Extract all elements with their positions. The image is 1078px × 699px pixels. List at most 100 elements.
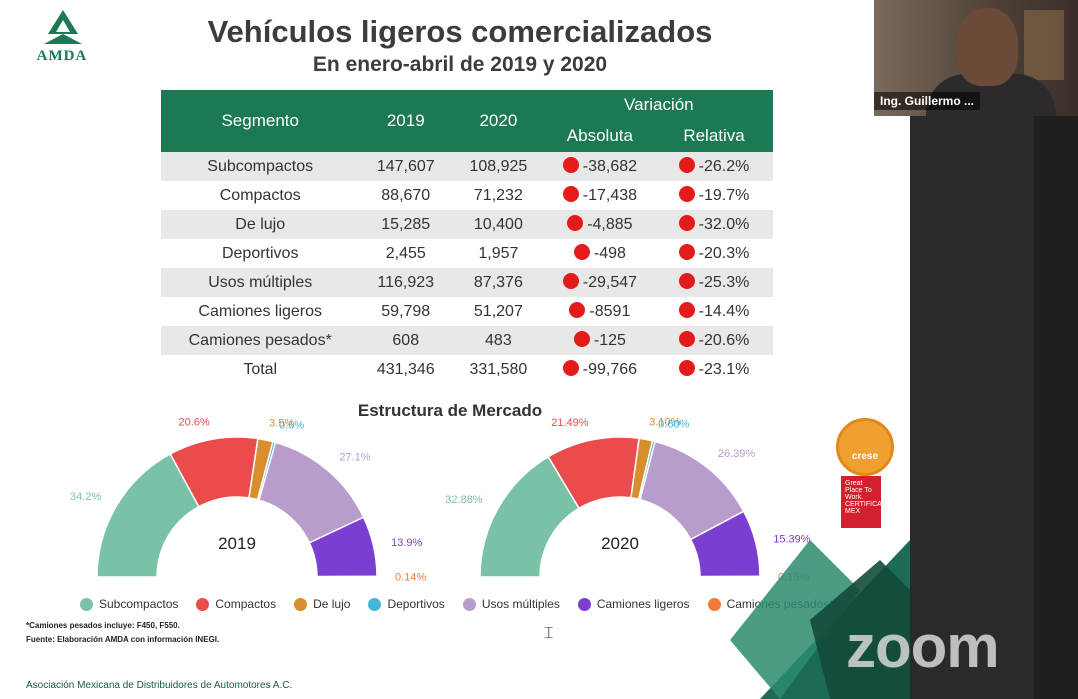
relative-cell-text: -19.7% [698, 187, 750, 204]
segment-cell: Camiones pesados* [161, 326, 360, 355]
table-row: Camiones ligeros 59,798 51,207 -8591 -14.4% [161, 297, 773, 326]
absolute-cell-text: -17,438 [582, 187, 638, 204]
chart-year-label: 2020 [601, 534, 639, 553]
absolute-cell: -4,885 [544, 210, 656, 239]
absolute-cell-text: -29,547 [582, 274, 638, 291]
legend-swatch-icon [368, 597, 382, 611]
segment-cell: Deportivos [161, 239, 360, 268]
legend-label: Compactos [215, 597, 277, 611]
value-2019-cell: 88,670 [359, 181, 453, 210]
legend-label: Deportivos [387, 597, 445, 611]
text-cursor-icon: ⌶ [544, 625, 554, 642]
segment-cell: Compactos [161, 181, 360, 210]
relative-cell: -32.0% [655, 210, 773, 239]
legend-item: Deportivos [368, 597, 445, 611]
legend-label: Camiones ligeros [596, 597, 690, 611]
slice-label: 0.14% [395, 572, 426, 584]
amda-logo-text: AMDA [36, 48, 88, 64]
presenter-name: Ing. Guillermo ... [874, 92, 981, 110]
relative-cell-text: -26.2% [698, 158, 750, 175]
absolute-cell-text: -4,885 [587, 216, 633, 233]
value-2019-cell: 147,607 [359, 152, 453, 181]
crese-badge: crese [836, 418, 894, 476]
video-shelf [1024, 10, 1064, 80]
chart-year-label: 2019 [218, 534, 256, 553]
status-dot-icon [562, 273, 579, 289]
slice-label: 21.49% [551, 417, 589, 429]
slice-label: 27.1% [339, 452, 370, 464]
status-dot-icon [678, 273, 695, 289]
absolute-cell-text: -125 [593, 332, 626, 349]
slice-label: 13.9% [391, 537, 422, 549]
absolute-cell-text: -99,766 [582, 361, 638, 378]
absolute-cell: -17,438 [544, 181, 656, 210]
absolute-cell: -125 [544, 326, 656, 355]
legend-item: Compactos [196, 597, 276, 611]
legend-label: Usos múltiples [481, 597, 560, 611]
segment-cell: Usos múltiples [161, 268, 360, 297]
slide-subtitle: En enero-abril de 2019 y 2020 [312, 53, 608, 76]
status-dot-icon [573, 331, 590, 347]
value-2020-cell: 1,957 [452, 239, 545, 268]
zoom-watermark: zoom [846, 613, 1000, 680]
legend-item: Usos múltiples [462, 597, 560, 611]
absolute-cell: -8591 [544, 297, 656, 326]
legend-swatch-icon [462, 597, 476, 611]
table-row: Total 431,346 331,580 -99,766 -23.1% [161, 355, 773, 384]
status-dot-icon [562, 360, 579, 376]
slice-label: 0.60% [658, 419, 689, 431]
slice-label: 15.39% [773, 533, 811, 545]
relative-cell: -20.6% [655, 326, 773, 355]
table-row: Usos múltiples 116,923 87,376 -29,547 -25.3% [161, 268, 773, 297]
legend-label: De lujo [313, 597, 351, 611]
donut-slice [316, 575, 378, 578]
legend-swatch-icon [707, 597, 721, 611]
slice-label: 3.5% [269, 417, 294, 429]
relative-cell-text: -23.1% [698, 361, 750, 378]
donut-slice [699, 575, 761, 578]
segment-cell: Camiones ligeros [161, 297, 360, 326]
legend-swatch-icon [196, 597, 210, 611]
slide-title: Vehículos ligeros comercializados [207, 14, 713, 49]
relative-cell-text: -20.3% [698, 245, 750, 262]
market-structure-charts: 34.2% 20.6% 3.5%0.6% 27.1% 13.9% 0.14% 2019 32.… [70, 416, 811, 584]
presenter-head [956, 8, 1018, 86]
legend-item: Camiones ligeros [577, 597, 690, 611]
table-row: De lujo 15,285 10,400 -4,885 -32.0% [161, 210, 773, 239]
legend-swatch-icon [80, 597, 93, 611]
chart-section-title: Estructura de Mercado [357, 401, 543, 420]
crese-label: crese [851, 451, 879, 462]
absolute-cell-text: -38,682 [582, 158, 638, 175]
status-dot-icon [562, 186, 579, 202]
zoom-side-panel [910, 0, 1078, 699]
legend-item: De lujo [294, 597, 350, 611]
status-dot-icon [567, 215, 584, 231]
header-absolute: Absoluta [544, 120, 656, 152]
slice-label: 32.88% [445, 494, 483, 506]
status-dot-icon [678, 215, 695, 231]
value-2019-cell: 608 [359, 326, 453, 355]
status-dot-icon [678, 157, 695, 173]
relative-cell-text: -25.3% [698, 274, 750, 291]
table-row: Compactos 88,670 71,232 -17,438 -19.7% [161, 181, 773, 210]
slide-footer: Asociación Mexicana de Distribuidores de… [26, 680, 293, 691]
absolute-cell: -498 [544, 239, 656, 268]
sales-table: Segmento 2019 2020 Variación Absoluta Re… [161, 90, 773, 384]
slice-label: 0.6% [279, 420, 304, 432]
status-dot-icon [573, 244, 590, 260]
slice-label: 20.6% [179, 416, 210, 428]
legend-swatch-icon [577, 597, 591, 611]
slice-label: 3.10% [649, 417, 680, 429]
value-2019-cell: 116,923 [359, 268, 453, 297]
relative-cell: -19.7% [655, 181, 773, 210]
header-2019: 2019 [359, 90, 453, 152]
absolute-cell: -38,682 [544, 152, 656, 181]
header-segment: Segmento [161, 90, 360, 152]
value-2020-cell: 483 [452, 326, 545, 355]
segment-cell: Total [161, 355, 360, 384]
absolute-cell: -99,766 [544, 355, 656, 384]
great-place-to-work-badge: Great Place To Work. CERTIFICADA MEX [841, 476, 892, 528]
presenter-video[interactable]: Ing. Guillermo ... [874, 0, 1078, 116]
status-dot-icon [678, 360, 695, 376]
value-2019-cell: 15,285 [359, 210, 453, 239]
